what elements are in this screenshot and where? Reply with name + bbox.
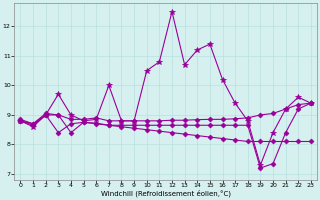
X-axis label: Windchill (Refroidissement éolien,°C): Windchill (Refroidissement éolien,°C)	[101, 190, 231, 197]
